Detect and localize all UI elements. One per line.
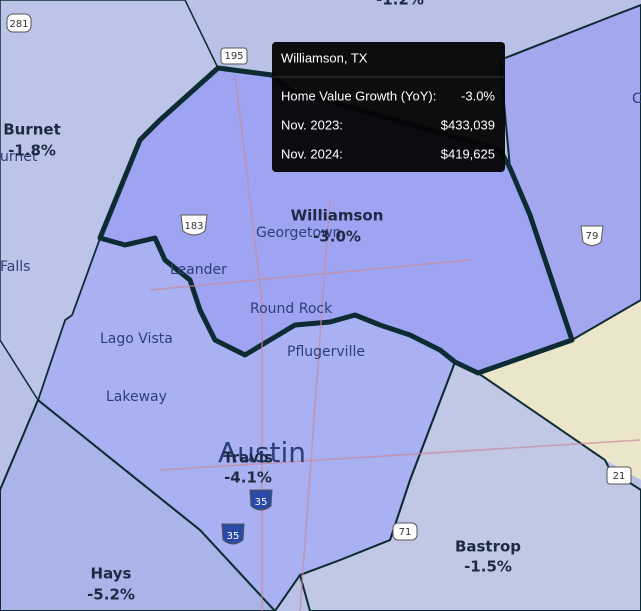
shield-label: 281 <box>9 19 28 30</box>
shield <box>606 466 632 485</box>
place-label: Austin <box>218 436 306 469</box>
road <box>149 74 641 611</box>
place-label: C <box>632 91 641 107</box>
shield <box>6 13 32 33</box>
county-value: -5.2% <box>87 586 135 604</box>
tooltip-value: $419,625 <box>441 146 495 161</box>
tooltip: Williamson, TX Home Value Growth (YoY): … <box>272 42 505 172</box>
county-value: -4.1% <box>224 469 272 487</box>
tooltip-box <box>272 42 505 172</box>
county-name: Travis <box>223 449 273 467</box>
shield-label: 79 <box>586 231 599 242</box>
shield <box>221 523 245 545</box>
tooltip-label: Home Value Growth (YoY): <box>281 88 436 103</box>
tooltip-title: Williamson, TX <box>281 50 368 65</box>
place-label: Lago Vista <box>100 331 173 347</box>
shield <box>220 47 248 65</box>
county-name: Hays <box>91 565 132 583</box>
county-value: -3.0% <box>313 228 361 246</box>
place-label: urnet <box>0 149 38 165</box>
shield-label: 71 <box>399 527 412 538</box>
shield-label: 21 <box>613 471 626 482</box>
county-value: -1.5% <box>464 558 512 576</box>
place-label: Falls <box>0 259 30 275</box>
county-name: Burnet <box>3 121 61 139</box>
shield-label: 183 <box>184 221 203 232</box>
tooltip-value: $433,039 <box>441 117 495 132</box>
tooltip-value: -3.0% <box>461 88 495 103</box>
shield <box>580 225 604 246</box>
shield <box>392 522 418 541</box>
shield <box>249 489 273 511</box>
shield-label: 35 <box>255 497 268 508</box>
county-name: Bastrop <box>455 538 521 556</box>
county-value: -1.8% <box>8 142 56 160</box>
shields <box>6 13 632 545</box>
place-label: Leander <box>170 262 227 278</box>
lee-region <box>478 300 641 480</box>
place-label: Pflugerville <box>287 344 365 360</box>
tooltip-label: Nov. 2024: <box>281 146 343 161</box>
shield <box>180 214 208 236</box>
tooltip-label: Nov. 2023: <box>281 117 343 132</box>
shield-label: 195 <box>224 51 243 62</box>
place-label: Lakeway <box>106 389 167 405</box>
county-name: Williamson <box>291 207 384 225</box>
shield-label: 35 <box>227 531 240 542</box>
place-label: Georgetown <box>256 225 341 241</box>
place-label: Round Rock <box>250 301 333 317</box>
county-value: -1.2% <box>376 0 424 9</box>
